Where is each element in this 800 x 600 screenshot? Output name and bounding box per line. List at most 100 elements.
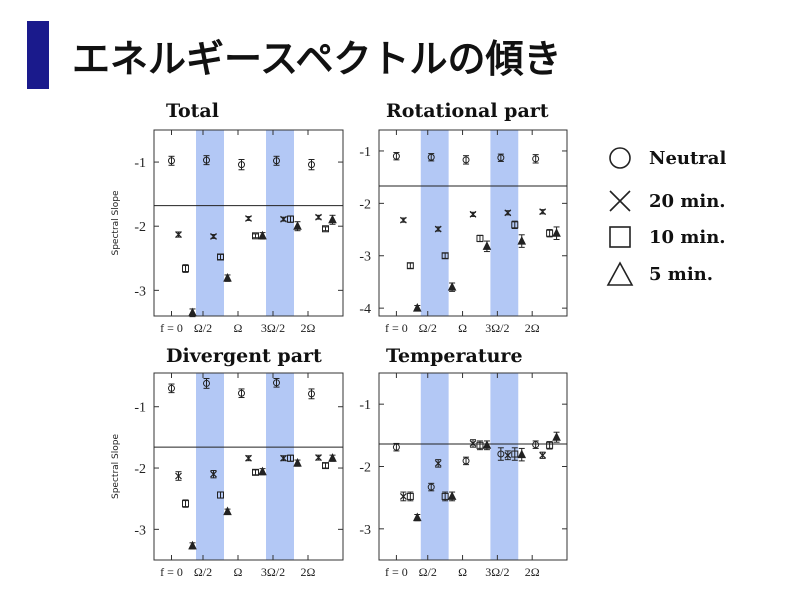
marker-circle (238, 389, 245, 397)
data-point-triangle (517, 447, 527, 462)
marker-circle (308, 390, 315, 398)
marker-triangle (517, 449, 527, 459)
data-point-triangle (258, 230, 267, 240)
marker-cross (539, 451, 547, 459)
frequency-band (420, 373, 449, 560)
data-point-circle (238, 388, 245, 399)
y-tick-label: -2 (134, 462, 146, 477)
x-tick-label: 2Ω (301, 321, 316, 335)
y-axis-label: Spectral Slope (111, 434, 121, 499)
marker-triangle (447, 491, 457, 500)
marker-circle (532, 155, 540, 163)
marker-circle (497, 450, 505, 458)
x-tick-label: 2Ω (301, 565, 316, 579)
x-tick-label: Ω/2 (419, 565, 437, 579)
marker-cross (399, 492, 407, 500)
data-point-triangle (447, 282, 457, 292)
data-point-triangle (188, 540, 197, 550)
marker-cross (434, 459, 442, 467)
marker-square (511, 221, 519, 229)
y-tick-label: -1 (359, 145, 371, 160)
marker-cross (315, 454, 322, 462)
triangle-icon (606, 261, 634, 286)
data-point-circle (308, 388, 315, 400)
marker-cross (175, 472, 182, 480)
data-point-square (546, 229, 554, 238)
legend-label: 5 min. (649, 263, 714, 285)
legend-label: Neutral (649, 147, 727, 169)
marker-circle (203, 379, 210, 387)
data-point-square (441, 252, 449, 260)
marker-triangle (223, 506, 232, 516)
data-point-triangle (552, 431, 561, 443)
marker-cross (280, 215, 287, 223)
marker-circle (238, 161, 245, 169)
data-point-triangle (328, 214, 337, 225)
data-point-triangle (482, 240, 492, 253)
frequency-band (196, 373, 224, 560)
marker-triangle (293, 221, 302, 230)
data-point-triangle (293, 221, 302, 232)
data-point-cross (245, 215, 252, 222)
data-point-cross (175, 231, 182, 238)
chart-panel: -1 -2 -3 -4 f = 0 Ω/2 Ω 3Ω/2 2Ω Rotational part (359, 100, 568, 335)
x-tick-label: f = 0 (385, 321, 408, 335)
data-point-circle (462, 155, 470, 165)
plot-frame (153, 129, 344, 317)
plot-frame (378, 372, 568, 561)
marker-triangle (223, 273, 232, 282)
marker-circle (427, 153, 435, 161)
data-point-square (182, 264, 189, 273)
marker-square (252, 468, 259, 476)
y-tick-label: -3 (359, 250, 371, 265)
cross-icon (609, 190, 631, 212)
marker-circle (427, 483, 435, 491)
chart-panel: -1 -2 -3 f = 0 Ω/2 Ω 3Ω/2 2Ω Divergent part Spect… (111, 345, 344, 579)
marker-circle (168, 157, 175, 165)
marker-triangle (552, 432, 561, 441)
x-tick-label: 2Ω (525, 565, 540, 579)
marker-triangle (258, 466, 267, 476)
marker-square (406, 262, 414, 270)
marker-cross (210, 470, 217, 478)
marker-square (217, 253, 224, 261)
x-tick-label: Ω/2 (194, 321, 212, 335)
data-point-square (322, 462, 329, 470)
data-point-cross (539, 208, 547, 216)
data-point-triangle (188, 307, 197, 318)
marker-square (476, 234, 484, 242)
data-point-cross (210, 469, 217, 479)
marker-triangle (258, 230, 267, 240)
data-point-triangle (447, 491, 457, 502)
marker-cross (245, 454, 252, 462)
data-point-circle (308, 159, 315, 171)
y-tick-label: -1 (359, 398, 371, 413)
data-point-triangle (223, 506, 232, 516)
data-point-cross (434, 459, 442, 468)
marker-cross (469, 210, 477, 218)
data-point-cross (539, 451, 547, 459)
marker-triangle (517, 235, 527, 245)
data-point-square (182, 499, 189, 508)
data-point-cross (315, 454, 322, 462)
data-point-circle (497, 153, 505, 162)
data-point-cross (280, 454, 287, 462)
marker-square (406, 492, 414, 500)
data-point-circle (273, 378, 280, 388)
data-point-circle (532, 440, 540, 449)
data-point-triangle (328, 453, 337, 462)
data-point-triangle (412, 512, 422, 522)
marker-square (441, 252, 449, 260)
marker-square (511, 450, 519, 458)
marker-cross (245, 215, 252, 222)
marker-triangle (188, 307, 197, 317)
x-tick-label: Ω/2 (194, 565, 212, 579)
data-point-square (511, 220, 519, 230)
marker-square (546, 441, 554, 449)
marker-circle (203, 156, 210, 164)
data-point-circle (273, 155, 280, 166)
x-tick-label: Ω/2 (419, 321, 437, 335)
plot-frame (378, 129, 568, 317)
marker-cross (434, 225, 442, 233)
